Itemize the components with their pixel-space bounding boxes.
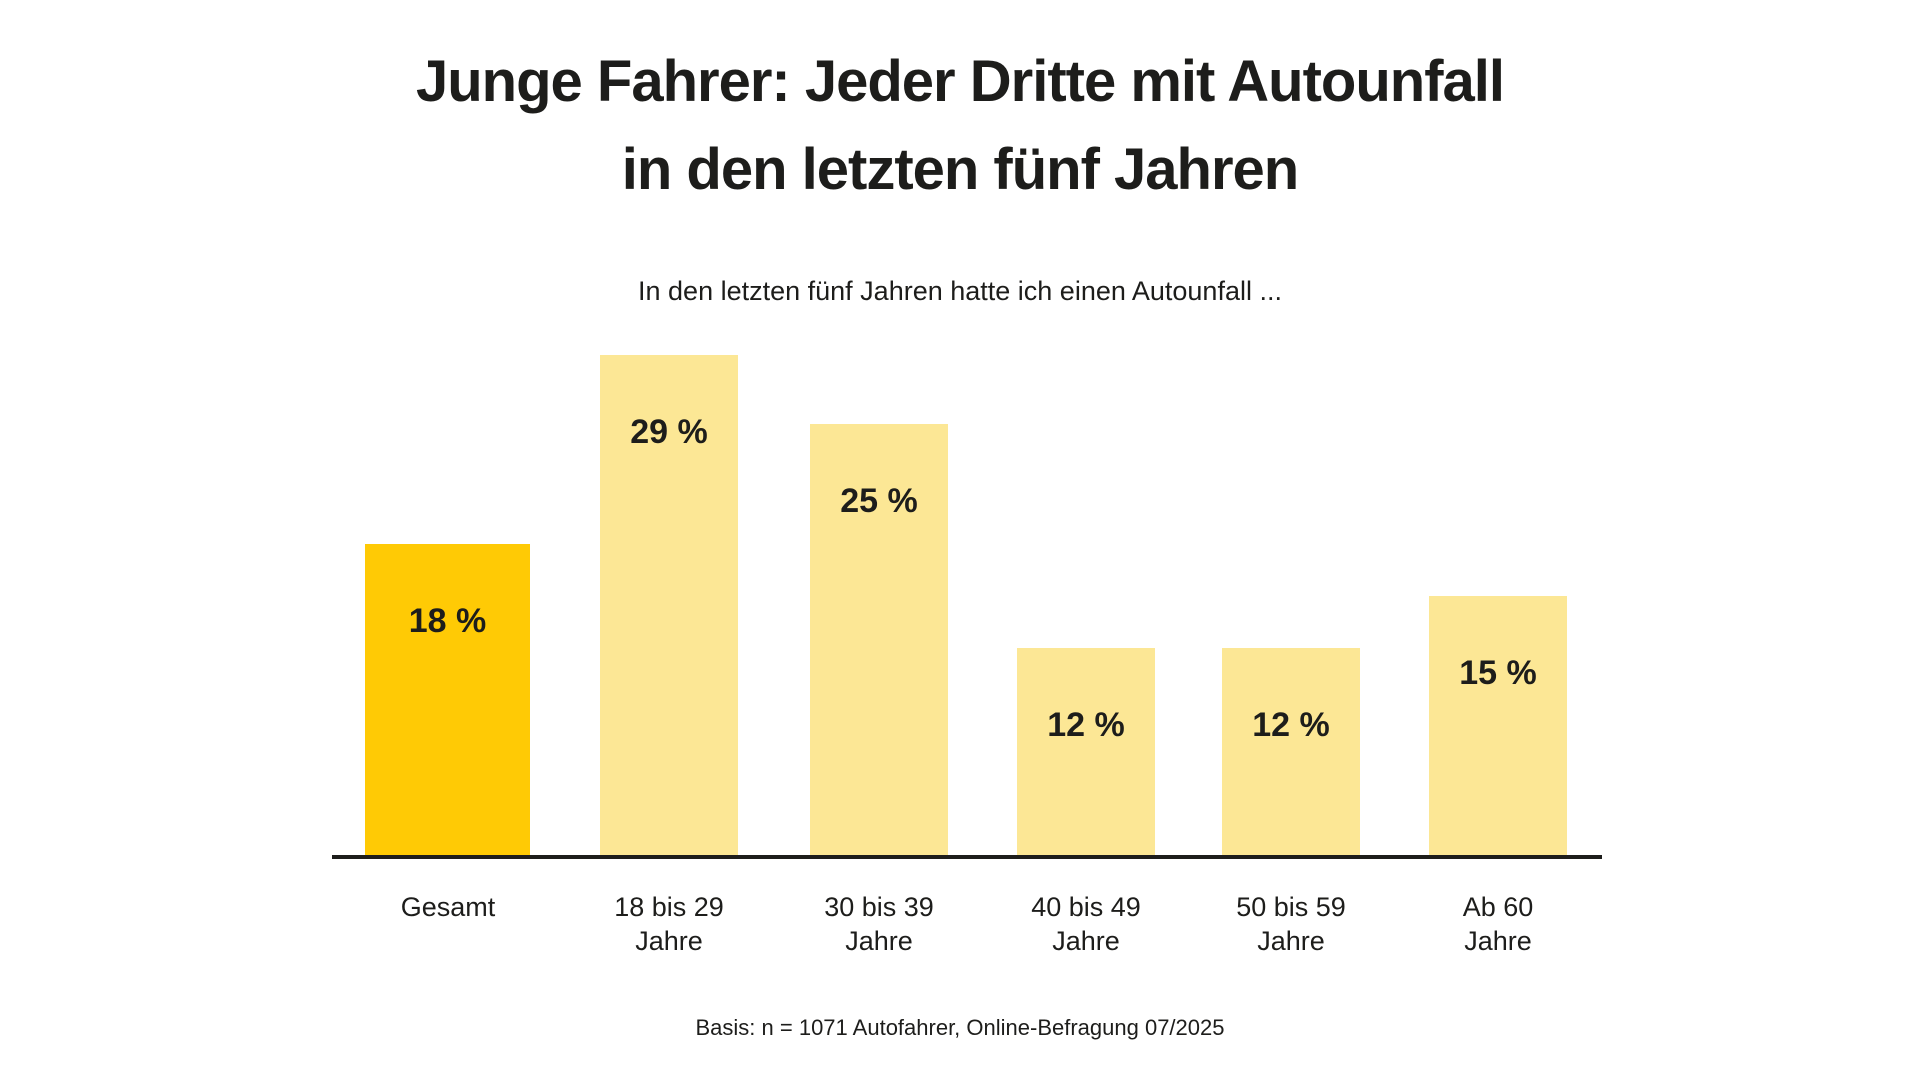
bar-value-label: 25 %	[840, 482, 918, 520]
bar: 29 %	[600, 355, 738, 855]
x-axis-label: 50 bis 59 Jahre	[1236, 892, 1346, 956]
bar-value-label: 29 %	[630, 413, 708, 451]
bar: 12 %	[1222, 648, 1360, 855]
x-axis-line	[332, 855, 1602, 859]
bar-value-label: 12 %	[1047, 706, 1125, 744]
x-axis-label: Gesamt	[400, 892, 496, 922]
x-axis-label: 18 bis 29 Jahre	[614, 892, 724, 956]
page-title-line2: in den letzten fünf Jahren	[621, 137, 1299, 202]
bar-value-label: 18 %	[408, 602, 487, 640]
source-note: Basis: n = 1071 Autofahrer, Online-Befra…	[695, 1015, 1225, 1040]
bar: 25 %	[810, 424, 948, 855]
chart-subtitle: In den letzten fünf Jahren hatte ich ein…	[638, 276, 1282, 306]
page-title-line1: Junge Fahrer: Jeder Dritte mit Autounfal…	[416, 49, 1505, 114]
x-axis-label: Ab 60 Jahre	[1462, 892, 1534, 956]
x-axis-label: 30 bis 39 Jahre	[824, 892, 934, 956]
bar: 12 %	[1017, 648, 1155, 855]
bar-value-label: 12 %	[1252, 706, 1330, 744]
bar: 15 %	[1429, 596, 1567, 855]
x-axis-label: 40 bis 49 Jahre	[1031, 892, 1141, 956]
bar: 18 %	[365, 544, 530, 855]
page-title: Junge Fahrer: Jeder Dritte mit Autounfal…	[0, 38, 1920, 214]
bar-value-label: 15 %	[1459, 654, 1537, 692]
